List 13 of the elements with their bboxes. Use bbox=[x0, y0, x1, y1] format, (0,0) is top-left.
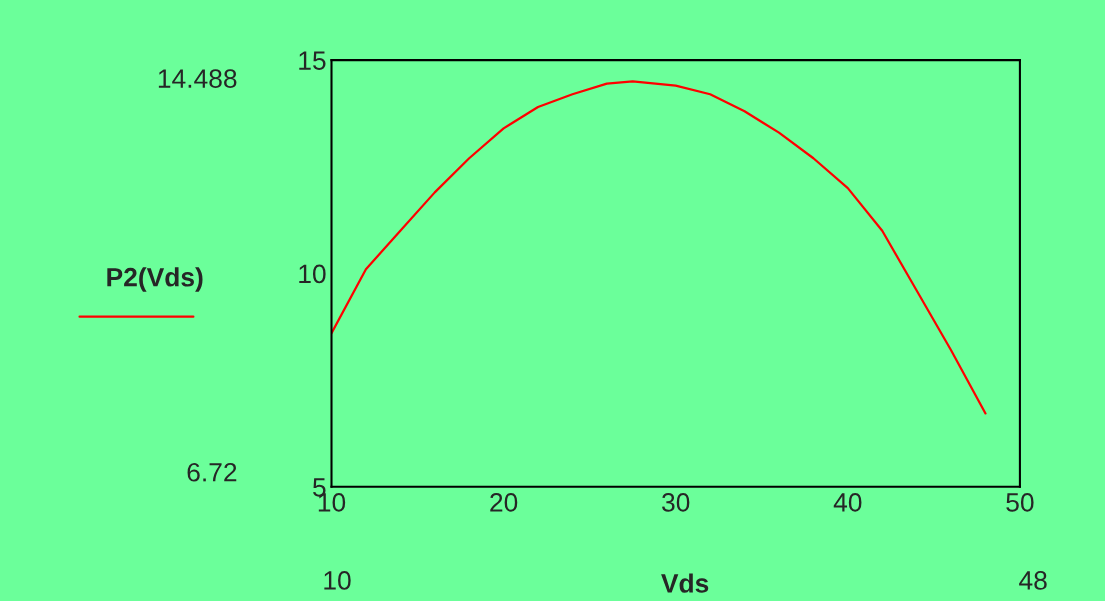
y-tick-label: 10 bbox=[299, 264, 326, 284]
text: 6.72 bbox=[187, 462, 237, 482]
text: P2(Vds) bbox=[107, 267, 203, 292]
x-tick-label: 40 bbox=[833, 493, 862, 512]
x-axis-title: Vds bbox=[661, 573, 709, 593]
x-tick-label: 30 bbox=[662, 493, 690, 512]
text: 14.488 bbox=[158, 69, 237, 88]
y-tick-label: 15 bbox=[299, 51, 326, 70]
line-series bbox=[331, 80, 987, 415]
x-tick-label: 50 bbox=[1006, 493, 1034, 512]
text: 48 bbox=[1019, 571, 1047, 590]
text: 10 bbox=[324, 571, 351, 590]
x-tick-label: 20 bbox=[490, 493, 518, 512]
